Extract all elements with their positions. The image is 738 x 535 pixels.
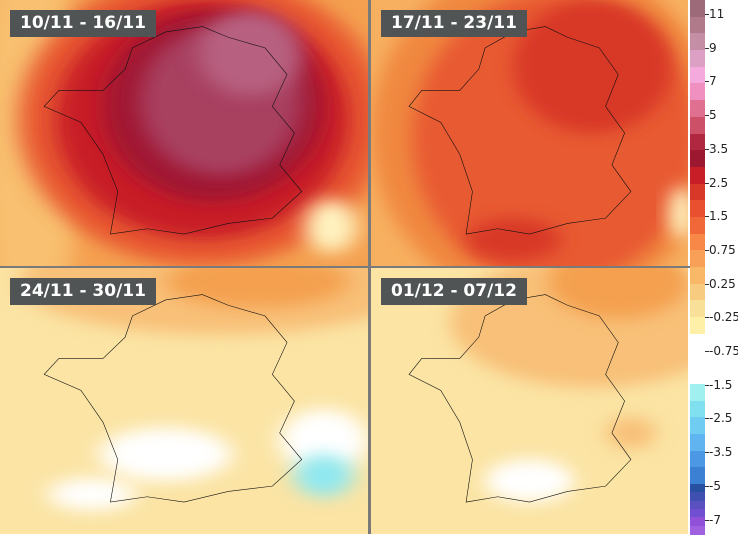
period-label: 17/11 - 23/11 [381, 10, 527, 37]
legend-color-bin [690, 483, 705, 493]
legend-label: -7 [709, 512, 721, 527]
legend-color-bin [690, 525, 705, 535]
legend-color-bin [690, 333, 705, 351]
legend-color-bin [690, 83, 705, 101]
legend-tick [705, 452, 709, 454]
legend-tick [705, 14, 709, 15]
legend-color-bin [690, 267, 705, 285]
country-border [409, 295, 631, 502]
legend-color-bin [690, 166, 705, 185]
legend-label: -5 [709, 478, 721, 493]
country-border [44, 295, 302, 502]
map-panel-week-2: 17/11 - 23/11 [371, 0, 688, 266]
anomaly-region [165, 268, 350, 308]
legend-color-bin [690, 16, 705, 34]
legend-label: 11 [709, 7, 725, 21]
anomaly-region [668, 186, 688, 240]
legend-color-bin [690, 433, 705, 452]
anomaly-region [99, 427, 232, 481]
anomaly-region [47, 478, 137, 511]
period-label: 01/12 - 07/12 [381, 278, 527, 305]
legend-color-bin [690, 467, 705, 485]
legend-color-bin [690, 508, 705, 518]
country-border [409, 27, 631, 234]
legend-tick [705, 351, 709, 352]
legend-label: -0.25 [709, 310, 738, 325]
map-panel-week-4: 01/12 - 07/12 [371, 268, 688, 534]
map-panel-week-3: 24/11 - 30/11 [0, 268, 368, 534]
legend-tick [705, 485, 709, 487]
anomaly-region [466, 218, 562, 261]
legend-color-bin [690, 116, 705, 134]
legend-label: 1.5 [709, 209, 729, 224]
anomaly-region [305, 199, 357, 253]
legend-color-bin [690, 33, 705, 51]
anomaly-region [294, 454, 354, 497]
anomaly-region [198, 10, 302, 96]
legend-color-bin [690, 183, 705, 201]
legend-tick [705, 418, 709, 420]
legend-label: -1.5 [709, 377, 733, 392]
legend-tick [705, 182, 709, 184]
legend-color-bin [690, 492, 705, 502]
country-border [44, 27, 302, 234]
legend-color-bin [690, 100, 705, 118]
legend-label: 9 [709, 40, 717, 55]
anomaly-map [0, 0, 368, 266]
legend-color-bin [690, 517, 705, 527]
legend-label: -2.5 [709, 411, 733, 426]
anomaly-map [0, 268, 368, 534]
legend-color-bin [690, 283, 705, 301]
period-label: 24/11 - 30/11 [10, 278, 156, 305]
horizontal-divider [0, 266, 690, 268]
legend-label: -0.75 [709, 344, 738, 358]
legend-tick [705, 249, 709, 251]
anomaly-region [548, 268, 688, 319]
legend-tick [705, 47, 709, 49]
anomaly-map [371, 268, 688, 534]
legend-tick [705, 283, 709, 285]
legend-label: 2.5 [709, 175, 729, 190]
anomaly-region [279, 408, 368, 473]
legend-color-bin [690, 350, 705, 368]
anomaly-region [485, 459, 574, 503]
legend-color-bin [690, 317, 705, 335]
legend-tick [705, 115, 709, 117]
map-panel-week-1: 10/11 - 16/11 [0, 0, 368, 266]
legend-color-bin [690, 0, 705, 18]
legend-color-bin [690, 400, 705, 418]
legend-color-bin [690, 233, 705, 251]
legend-label: 5 [709, 108, 717, 123]
legend-label: 7 [709, 74, 717, 89]
legend-label: 0.75 [709, 242, 736, 257]
legend-tick [705, 384, 709, 386]
legend-color-bin [690, 66, 705, 84]
legend-color-bin [690, 250, 705, 268]
legend-color-bin [690, 450, 705, 468]
anomaly-map [371, 0, 688, 266]
anomaly-region [605, 416, 657, 449]
legend-color-bin [690, 500, 705, 510]
legend-tick [705, 519, 709, 521]
legend-color-bin [690, 133, 705, 151]
legend-tick [705, 148, 709, 150]
legend-color-bin [690, 417, 705, 435]
legend-tick [705, 81, 709, 83]
legend-color-bin [690, 150, 705, 168]
legend-color-bin [690, 216, 705, 235]
legend-label: 3.5 [709, 141, 729, 156]
legend-tick [705, 317, 709, 319]
legend-color-bin [690, 200, 705, 218]
legend-tick [705, 216, 709, 218]
color-legend [690, 0, 705, 535]
legend-color-bin [690, 367, 705, 385]
anomaly-region [513, 0, 673, 133]
legend-color-bin [690, 383, 705, 401]
legend-color-bin [690, 50, 705, 68]
legend-label: 0.25 [709, 276, 736, 291]
legend-color-bin [690, 300, 705, 318]
legend-label: -3.5 [709, 445, 733, 460]
period-label: 10/11 - 16/11 [10, 10, 156, 37]
